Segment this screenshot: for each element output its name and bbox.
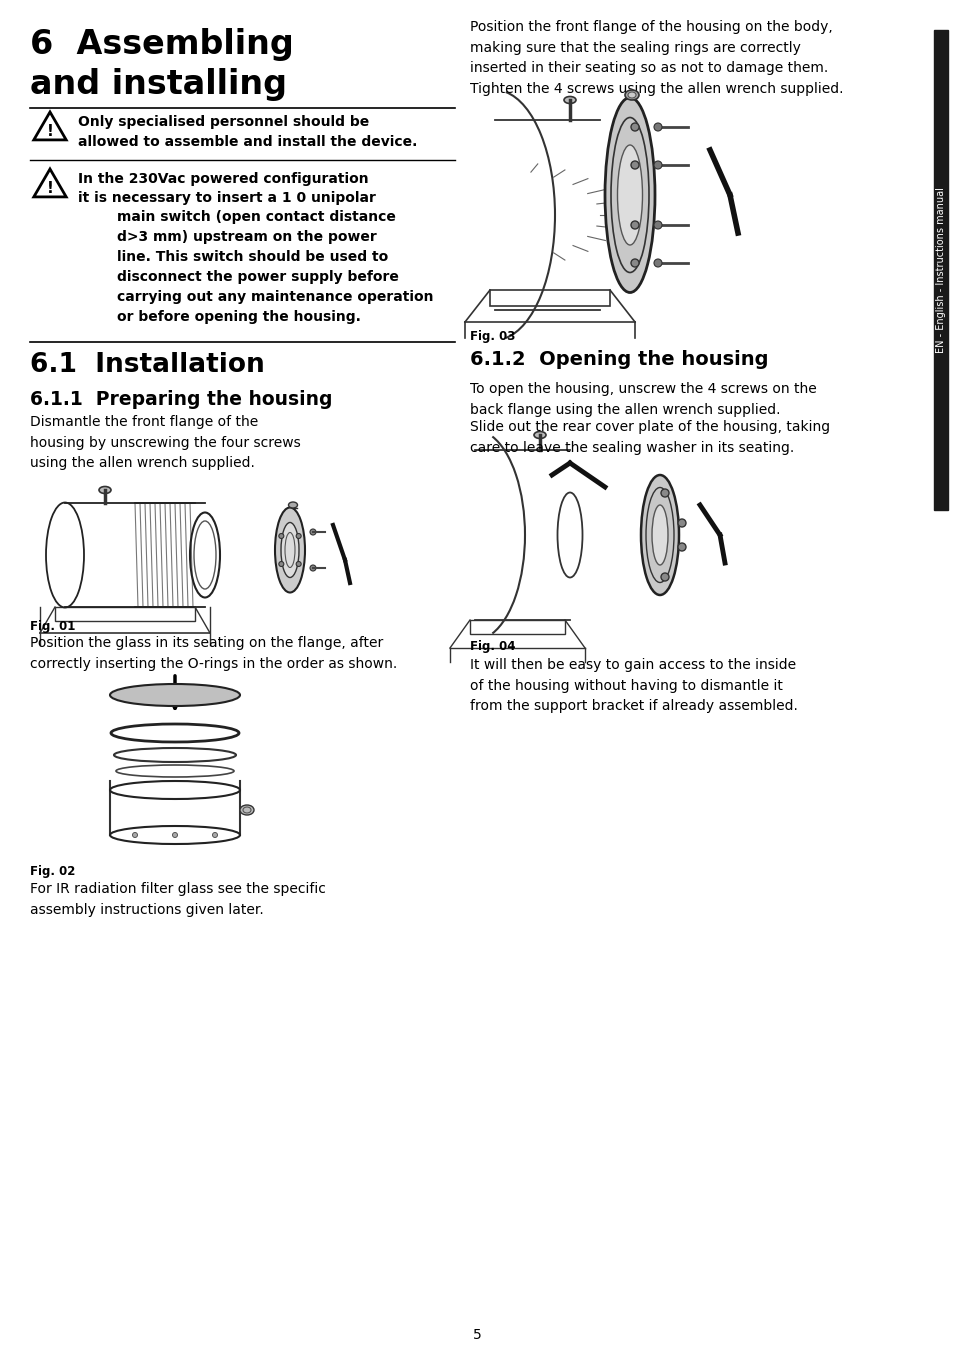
Circle shape xyxy=(278,533,284,539)
Bar xyxy=(490,290,609,306)
Circle shape xyxy=(310,529,315,535)
Text: !: ! xyxy=(47,125,53,139)
Ellipse shape xyxy=(534,432,545,439)
Text: 6.1  Installation: 6.1 Installation xyxy=(30,352,265,378)
Text: !: ! xyxy=(47,181,53,196)
Text: Position the front flange of the housing on the body,
making sure that the seali: Position the front flange of the housing… xyxy=(470,20,842,96)
Circle shape xyxy=(660,573,668,581)
Ellipse shape xyxy=(99,486,111,493)
Circle shape xyxy=(630,221,639,229)
Circle shape xyxy=(678,519,685,527)
Circle shape xyxy=(630,161,639,169)
Text: For IR radiation filter glass see the specific
assembly instructions given later: For IR radiation filter glass see the sp… xyxy=(30,881,326,917)
Text: Fig. 03: Fig. 03 xyxy=(470,330,515,343)
Text: Fig. 04: Fig. 04 xyxy=(470,640,515,653)
Circle shape xyxy=(278,562,284,566)
Circle shape xyxy=(654,123,661,131)
Circle shape xyxy=(295,562,301,566)
Ellipse shape xyxy=(563,96,576,103)
Ellipse shape xyxy=(604,97,655,292)
Circle shape xyxy=(654,161,661,169)
Text: 6  Assembling: 6 Assembling xyxy=(30,28,294,61)
Text: EN - English - Instructions manual: EN - English - Instructions manual xyxy=(935,187,945,353)
Text: Fig. 01: Fig. 01 xyxy=(30,620,75,634)
Circle shape xyxy=(310,565,315,571)
Circle shape xyxy=(172,833,177,838)
Text: In the 230Vac powered configuration: In the 230Vac powered configuration xyxy=(78,172,368,185)
Text: 5: 5 xyxy=(472,1328,481,1342)
Circle shape xyxy=(132,833,137,838)
Text: Only specialised personnel should be
allowed to assemble and install the device.: Only specialised personnel should be all… xyxy=(78,115,417,149)
Circle shape xyxy=(654,259,661,267)
Circle shape xyxy=(630,259,639,267)
Text: 6.1.1  Preparing the housing: 6.1.1 Preparing the housing xyxy=(30,390,333,409)
Text: It will then be easy to gain access to the inside
of the housing without having : It will then be easy to gain access to t… xyxy=(470,658,797,714)
Text: Fig. 02: Fig. 02 xyxy=(30,865,75,877)
Ellipse shape xyxy=(274,508,305,593)
Circle shape xyxy=(678,543,685,551)
Ellipse shape xyxy=(110,684,240,705)
Ellipse shape xyxy=(617,145,641,245)
Circle shape xyxy=(630,123,639,131)
Ellipse shape xyxy=(281,523,298,578)
Ellipse shape xyxy=(288,502,297,508)
Ellipse shape xyxy=(627,92,636,97)
Bar xyxy=(55,607,194,621)
Ellipse shape xyxy=(624,89,639,100)
Text: and installing: and installing xyxy=(30,68,287,102)
Ellipse shape xyxy=(640,475,679,594)
Text: 6.1.2  Opening the housing: 6.1.2 Opening the housing xyxy=(470,349,768,370)
Ellipse shape xyxy=(651,505,667,565)
Text: it is necessary to insert a 1 0 unipolar: it is necessary to insert a 1 0 unipolar xyxy=(78,191,375,204)
Ellipse shape xyxy=(240,806,253,815)
Text: Dismantle the front flange of the
housing by unscrewing the four screws
using th: Dismantle the front flange of the housin… xyxy=(30,414,300,470)
Circle shape xyxy=(654,221,661,229)
Bar xyxy=(933,30,947,510)
Text: Position the glass in its seating on the flange, after
correctly inserting the O: Position the glass in its seating on the… xyxy=(30,636,396,670)
Text: To open the housing, unscrew the 4 screws on the
back flange using the allen wre: To open the housing, unscrew the 4 screw… xyxy=(470,382,816,417)
Text: main switch (open contact distance
        d>3 mm) upstream on the power
       : main switch (open contact distance d>3 m… xyxy=(78,210,433,324)
Bar xyxy=(470,620,564,634)
Text: Slide out the rear cover plate of the housing, taking
care to leave the sealing : Slide out the rear cover plate of the ho… xyxy=(470,420,829,455)
Circle shape xyxy=(660,489,668,497)
Circle shape xyxy=(295,533,301,539)
Circle shape xyxy=(213,833,217,838)
